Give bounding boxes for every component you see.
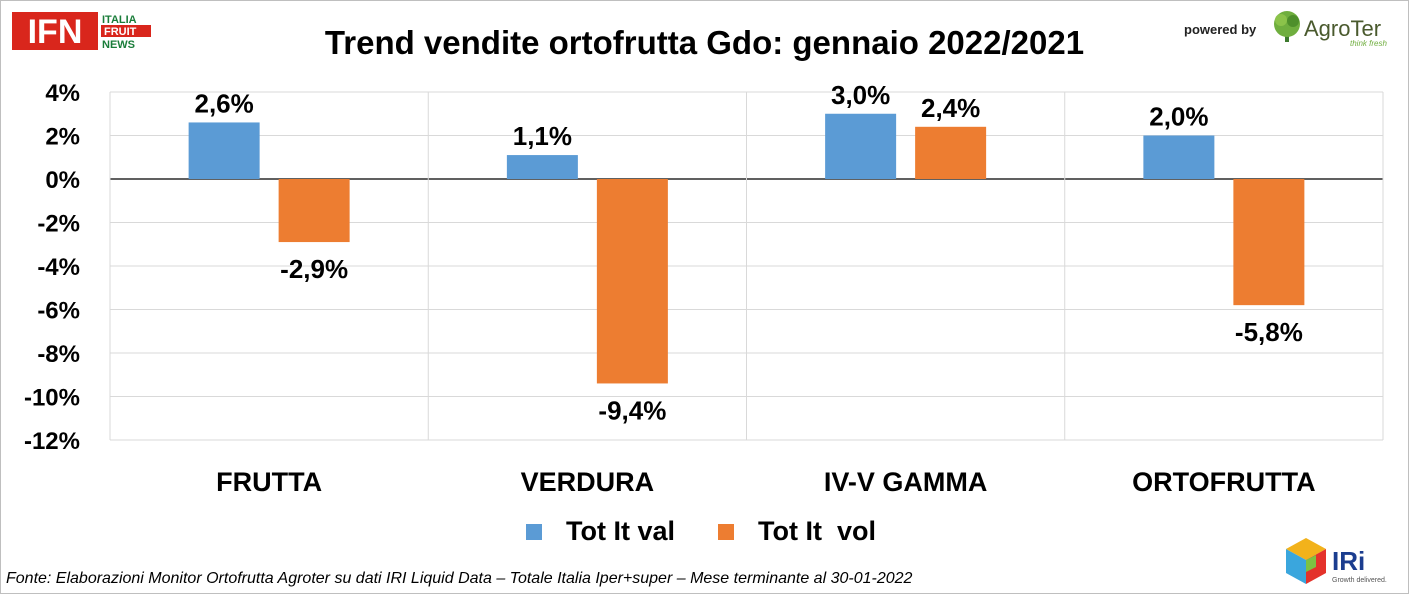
legend-item-val: Tot It val: [526, 516, 675, 547]
tree-icon: [1274, 11, 1300, 42]
powered-by-label: powered by: [1184, 22, 1257, 37]
x-category-label: IV-V GAMMA: [824, 467, 988, 497]
legend-item-vol: Tot It vol: [718, 516, 876, 547]
x-category-label: VERDURA: [521, 467, 655, 497]
bar-val-verdura: [506, 155, 578, 179]
ifn-logo-line2: FRUIT: [104, 26, 137, 38]
data-labels: 2,6% -2,9% 1,1% -9,4% 3,0% 2,4% 2,0% -5,8%: [194, 80, 1302, 426]
iri-tagline: Growth delivered.: [1332, 577, 1387, 584]
legend-swatch-val: [526, 523, 542, 540]
data-label: -5,8%: [1235, 317, 1303, 347]
iri-name: IRi: [1332, 546, 1365, 576]
iri-logo: IRi Growth delivered.: [1286, 538, 1387, 584]
data-label: 2,0%: [1149, 102, 1208, 132]
bar-val-frutta: [188, 122, 260, 179]
data-label: 2,4%: [921, 93, 980, 123]
agroter-logo: AgroTer think fresh: [1274, 11, 1387, 48]
grid-lines: [109, 91, 1384, 441]
bars: [188, 113, 1305, 384]
y-tick-label: -2%: [37, 211, 80, 238]
agroter-name: AgroTer: [1304, 16, 1381, 41]
x-category-label: FRUTTA: [216, 467, 322, 497]
data-label: -2,9%: [280, 254, 348, 284]
y-tick-label: -10%: [24, 385, 80, 412]
x-axis-categories: FRUTTA VERDURA IV-V GAMMA ORTOFRUTTA: [216, 467, 1315, 497]
chart-title: Trend vendite ortofrutta Gdo: gennaio 20…: [324, 24, 1085, 61]
data-label: 3,0%: [831, 80, 890, 110]
ifn-logo-line3: NEWS: [102, 39, 135, 50]
y-tick-label: -6%: [37, 298, 80, 325]
ifn-logo: IFN ITALIA FRUIT NEWS: [12, 12, 151, 50]
ifn-logo-main: IFN: [28, 13, 83, 50]
bar-vol-frutta: [278, 179, 350, 243]
bar-vol-iv-v-gamma: [915, 126, 987, 179]
bar-vol-verdura: [596, 179, 668, 384]
legend-swatch-vol: [718, 523, 734, 540]
y-tick-label: 2%: [45, 124, 80, 151]
legend-label-vol: Tot It vol: [758, 516, 876, 546]
y-tick-label: 0%: [45, 167, 80, 194]
y-tick-label: 4%: [45, 80, 80, 107]
data-label: -9,4%: [598, 395, 666, 425]
data-label: 2,6%: [194, 88, 253, 118]
bar-vol-ortofrutta: [1233, 179, 1305, 306]
agroter-tagline: think fresh: [1350, 39, 1387, 48]
x-category-label: ORTOFRUTTA: [1132, 467, 1315, 497]
y-tick-label: -12%: [24, 428, 80, 455]
legend: Tot It val Tot It vol: [0, 512, 1409, 552]
cube-icon: [1286, 538, 1326, 584]
y-tick-label: -8%: [37, 341, 80, 368]
ifn-logo-line1: ITALIA: [102, 14, 137, 26]
y-tick-label: -4%: [37, 254, 80, 281]
source-note: Fonte: Elaborazioni Monitor Ortofrutta A…: [6, 570, 913, 587]
bar-val-iv-v-gamma: [825, 113, 897, 179]
legend-label-val: Tot It val: [566, 516, 676, 546]
bar-val-ortofrutta: [1143, 135, 1215, 179]
y-axis-ticks: 4% 2% 0% -2% -4% -6% -8% -10% -12%: [24, 80, 80, 455]
data-label: 1,1%: [513, 121, 572, 151]
